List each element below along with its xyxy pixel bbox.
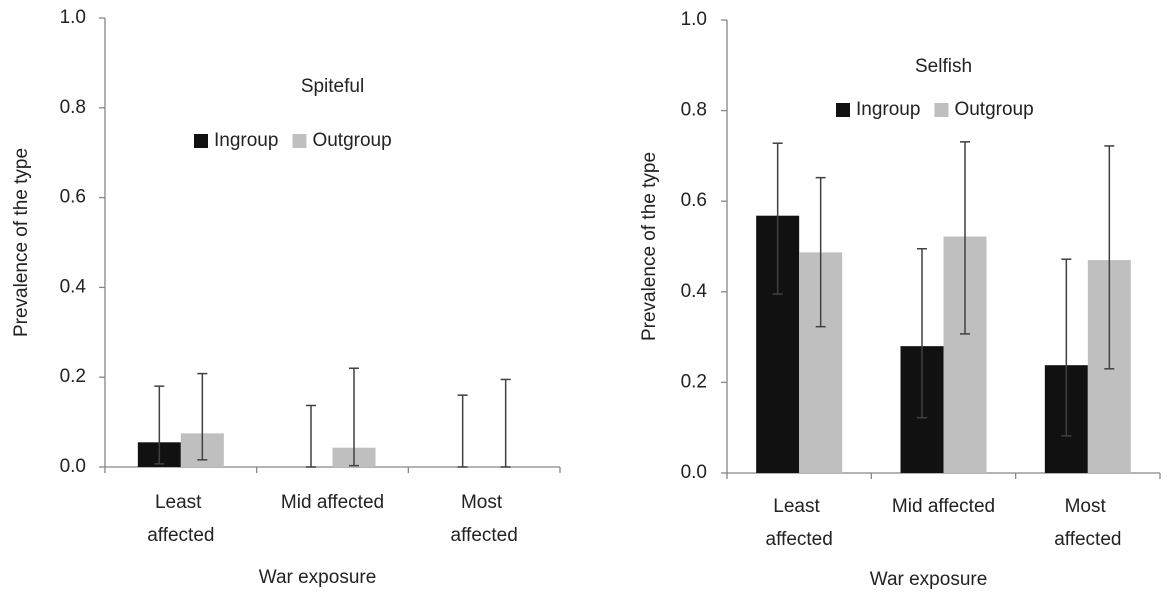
error-bar — [1061, 258, 1072, 437]
y-tick-label: 0.2 — [681, 371, 707, 392]
error-bar — [960, 141, 970, 335]
x-tick-label: Mid affected — [892, 496, 995, 517]
y-tick-label: 0.8 — [681, 100, 707, 121]
y-tick-label: 0.0 — [60, 456, 86, 477]
y-tick-label: 0.0 — [681, 462, 707, 483]
chart-title: Spiteful — [301, 76, 364, 97]
legend-swatch — [194, 134, 208, 148]
legend-label: Ingroup — [856, 99, 920, 120]
legend-swatch — [292, 134, 307, 148]
y-tick-label: 1.0 — [60, 7, 86, 28]
x-tick-label: Least affected — [147, 492, 214, 546]
y-tick-label: 0.4 — [681, 281, 708, 302]
x-axis-label: War exposure — [870, 569, 988, 590]
legend-swatch — [836, 103, 850, 117]
x-axis-label: War exposure — [259, 567, 377, 588]
error-bar — [306, 404, 316, 468]
chart-title: Selfish — [915, 56, 972, 77]
error-bar — [349, 367, 359, 467]
error-bar — [815, 176, 826, 328]
y-tick-label: 1.0 — [681, 9, 707, 30]
y-tick-label: 0.4 — [60, 276, 87, 297]
error-bar — [772, 142, 783, 295]
y-tick-label: 0.6 — [60, 187, 86, 208]
y-tick-label: 0.6 — [681, 190, 707, 211]
legend-label: Outgroup — [312, 130, 391, 151]
x-tick-label: Most affected — [1054, 496, 1121, 550]
error-bar — [197, 372, 208, 461]
legend-label: Outgroup — [954, 99, 1033, 120]
error-bar — [917, 248, 927, 419]
error-bar — [154, 385, 165, 465]
y-tick-label: 0.2 — [60, 366, 86, 387]
legend-swatch — [934, 103, 949, 117]
error-bar — [1104, 145, 1115, 370]
error-bar — [457, 394, 468, 468]
x-tick-label: Least affected — [766, 496, 833, 550]
x-tick-label: Mid affected — [281, 492, 384, 513]
error-bar — [500, 378, 511, 468]
y-axis-label: Prevalence of the type — [11, 148, 32, 337]
y-tick-label: 0.8 — [60, 97, 86, 118]
y-axis-label: Prevalence of the type — [639, 152, 660, 341]
legend-label: Ingroup — [214, 130, 278, 151]
x-tick-label: Most affected — [451, 492, 518, 546]
